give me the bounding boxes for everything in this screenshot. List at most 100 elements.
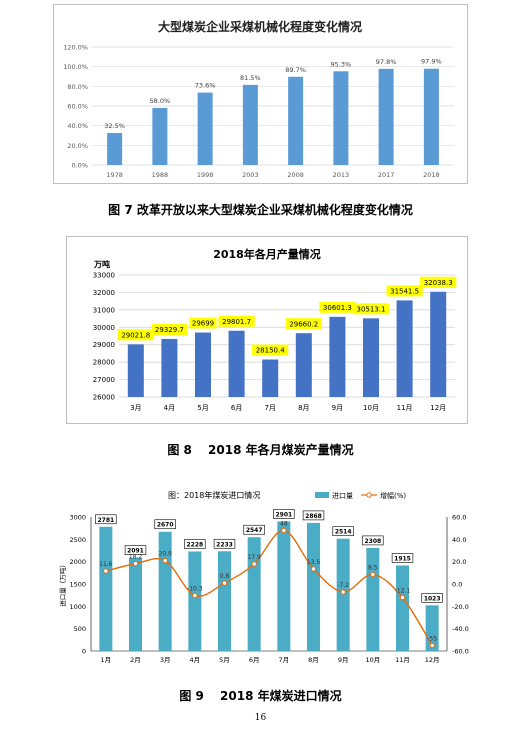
chart2-data-label: 29699 <box>192 320 214 328</box>
chart2-xtick-label: 11月 <box>397 404 413 412</box>
chart3-xtick-label: 1月 <box>101 656 112 664</box>
chart1-ytick-label: 20.0% <box>67 142 88 150</box>
chart1-frame: 大型煤炭企业采煤机械化程度变化情况 0.0% 20.0% 40.0% 60.0% 80.0… <box>53 4 468 184</box>
chart3-ytick-label: 500 <box>74 625 86 633</box>
chart2-data-label: 29660.2 <box>289 320 318 328</box>
chart2-data-label-bg <box>218 315 255 327</box>
chart3-bar <box>129 557 142 651</box>
chart3-legend-bar-label: 进口量 <box>332 492 353 500</box>
chart1-data-label: 32.5% <box>104 122 125 130</box>
chart1-bar <box>107 133 123 165</box>
page-number: 16 <box>254 713 267 723</box>
chart3-bar-label-box <box>95 514 117 525</box>
chart1-ytick-label: 100.0% <box>63 63 88 71</box>
chart3-bar <box>218 551 231 651</box>
chart1-data-label: 58.0% <box>150 97 171 105</box>
chart1-bar <box>242 84 258 165</box>
chart3-xtick-label: 6月 <box>249 656 260 664</box>
chart2-data-label: 32038.3 <box>424 279 453 287</box>
chart1-xtick-label: 1998 <box>197 171 214 179</box>
chart2-bar <box>396 300 413 397</box>
chart2-ytick-label: 28000 <box>93 359 115 367</box>
chart3-bar-label: 2514 <box>335 529 352 536</box>
chart3-bar <box>247 537 261 651</box>
chart1-xtick-label: 2008 <box>287 171 304 179</box>
chart3-ytick-label: 0 <box>82 648 86 656</box>
chart3-y2tick-label: 20.0 <box>452 558 466 566</box>
chart1-bar <box>333 71 349 165</box>
chart2-ytick-label: 30000 <box>93 324 115 332</box>
chart3-bar <box>158 531 172 651</box>
chart1-title: 大型煤炭企业采煤机械化程度变化情况 <box>158 19 362 34</box>
chart2-data-label: 31541.5 <box>390 288 419 296</box>
chart2-bar <box>161 338 178 397</box>
chart3-bar-label: 1023 <box>424 595 441 602</box>
chart1-xtick-label: 1978 <box>106 171 123 179</box>
chart1-ytick-label: 120.0% <box>63 44 88 52</box>
chart2-xtick-label: 12月 <box>430 404 446 412</box>
chart3-bar-label: 2228 <box>186 541 203 548</box>
chart3-growth-line <box>105 529 433 646</box>
chart2-ytick-label: 26000 <box>93 394 115 402</box>
chart3-y2tick-label: -20.0 <box>452 603 469 611</box>
chart3-xtick-label: 8月 <box>308 656 319 664</box>
chart2-bar <box>295 333 312 397</box>
chart2-data-label-bg <box>252 344 289 356</box>
chart3-legend-line-marker <box>366 492 372 498</box>
chart2-xtick-label: 7月 <box>264 404 275 412</box>
chart2-data-label-bg <box>352 303 390 315</box>
chart2-xtick-label: 4月 <box>164 404 175 412</box>
chart3-bar-label-box <box>184 539 206 549</box>
chart1-bar <box>288 76 304 165</box>
chart1-bar <box>152 107 168 165</box>
chart3-bar-label: 2670 <box>157 522 174 529</box>
chart3-area: 图：2018年煤炭进口情况 进口量 增幅(%) 0 500 1000 1500 2000 250… <box>53 484 473 670</box>
chart3-growth-label: 18.2 <box>129 554 143 561</box>
chart3-growth-point <box>370 571 376 578</box>
chart1-ytick-label: 60.0% <box>67 103 88 111</box>
chart1-ytick-label: 0.0% <box>71 162 88 170</box>
chart3-growth-point <box>399 594 406 601</box>
chart3-bar-label: 2308 <box>364 538 381 545</box>
chart3-bar <box>366 547 380 651</box>
chart3-growth-label: -55 <box>427 635 437 642</box>
chart3-bar-label-box <box>154 519 176 530</box>
chart3-y2tick-label: 40.0 <box>452 536 466 544</box>
chart1-ytick-label: 80.0% <box>67 83 88 91</box>
chart3-growth-label: 17.9 <box>247 554 261 561</box>
chart3-bar <box>396 565 409 651</box>
caption-fig7: 图 7 改革开放以来大型煤炭企业采煤机械化程度变化情况 <box>108 203 413 217</box>
chart3-growth-point <box>103 568 109 574</box>
chart3-bar-label-box <box>362 535 384 546</box>
chart2-data-label: 30513.1 <box>357 306 386 314</box>
chart1-ytick-label: 40.0% <box>67 122 88 130</box>
chart3-xtick-label: 10月 <box>365 656 380 664</box>
chart1-xtick-label: 1988 <box>152 171 169 179</box>
chart3-title: 图：2018年煤炭进口情况 <box>168 490 260 500</box>
chart1-data-label: 95.3% <box>331 60 352 68</box>
chart3-legend-bar-swatch <box>315 492 329 498</box>
chart3-bar-label-box <box>332 526 354 537</box>
chart2-data-label: 29801.7 <box>222 318 251 326</box>
chart3-ytick-label: 2000 <box>69 558 86 566</box>
chart2-unit-label: 万吨 <box>93 259 110 269</box>
chart1-data-label: 73.6% <box>195 82 216 90</box>
chart3-bar-label-box <box>391 553 414 563</box>
chart3-ytick-label: 3000 <box>69 514 86 522</box>
chart3-ylabel: 进口量（万吨） <box>58 561 67 607</box>
chart3-y2tick-label: 0.0 <box>452 581 462 589</box>
chart2-xtick-label: 6月 <box>231 404 242 412</box>
chart3-bar-label: 2868 <box>305 513 322 520</box>
chart2-data-label-bg <box>420 276 457 288</box>
chart3-bar-label: 2091 <box>127 548 144 555</box>
chart2-data-label-bg <box>319 301 356 313</box>
chart3-ytick-label: 1000 <box>69 603 86 611</box>
chart2-bar <box>329 316 346 397</box>
chart3-growth-point <box>310 566 317 572</box>
chart1-data-label: 81.5% <box>240 74 261 82</box>
chart3-growth-label: 11.6 <box>99 561 113 568</box>
chart3-bar <box>336 538 350 651</box>
chart2-data-label: 29021.8 <box>121 332 150 340</box>
chart3-bar-label-box <box>124 545 147 555</box>
chart2-data-label: 30601.3 <box>323 304 352 312</box>
